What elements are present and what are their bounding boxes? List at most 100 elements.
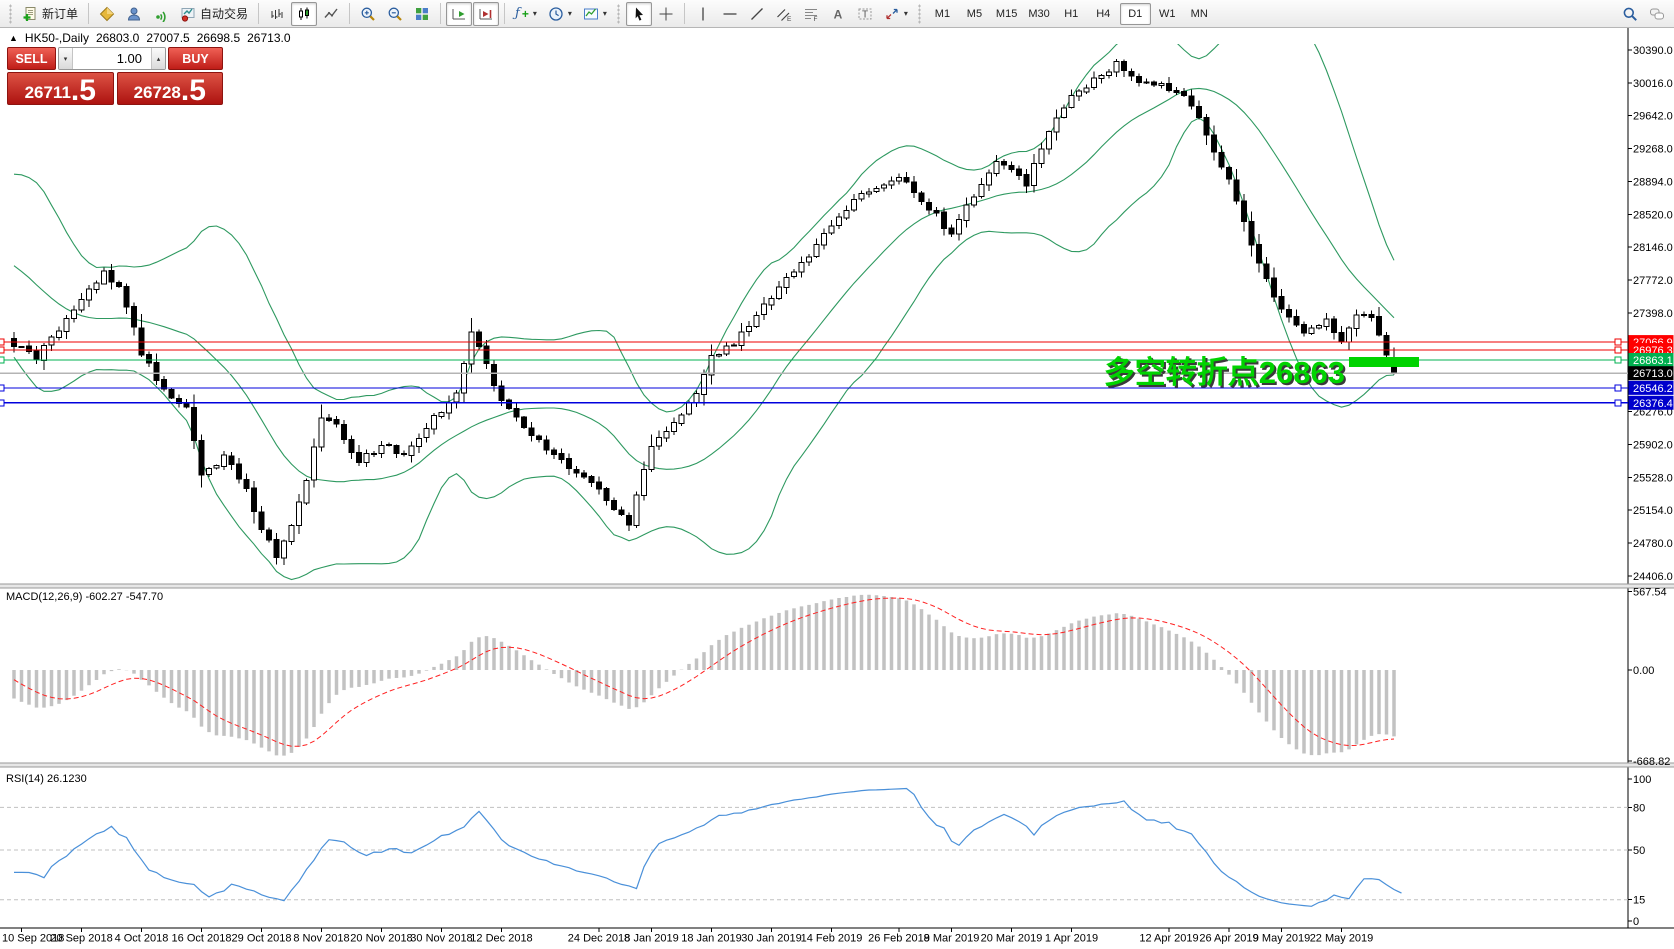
candle [866, 191, 872, 195]
candle [768, 298, 775, 306]
cursor-button[interactable] [625, 1, 652, 26]
timeframe-button-w1[interactable]: W1 [1158, 7, 1176, 20]
candle [843, 210, 850, 219]
candle [356, 451, 362, 464]
text-button[interactable]: A [825, 2, 851, 26]
volume-increase-button[interactable]: ▴ [151, 48, 165, 69]
pivot-annotation[interactable]: 多空转折点26863 [1104, 355, 1345, 390]
caret-down-icon: ▾ [903, 8, 908, 18]
price-tick-label: 24780.0 [1633, 538, 1673, 550]
timeframe-button-h4[interactable]: H4 [1096, 7, 1111, 20]
line-handle[interactable] [0, 384, 5, 392]
line-handle[interactable] [0, 399, 5, 407]
search-button[interactable] [1617, 2, 1643, 26]
sell-button[interactable]: SELL [7, 47, 56, 70]
auto-scroll-button[interactable] [446, 1, 473, 26]
line-objects[interactable] [0, 338, 1628, 407]
timeframe-button-m15[interactable]: M15 [995, 7, 1018, 20]
candle [288, 525, 295, 543]
chart-shift-button[interactable] [473, 1, 500, 26]
timeframe-button-d1[interactable]: D1 [1119, 2, 1151, 25]
candle [596, 481, 602, 490]
market-watch-button[interactable] [94, 2, 120, 26]
line-handle[interactable] [1614, 338, 1622, 346]
date-label: 8 Jan 2019 [624, 933, 678, 945]
fibonacci-button[interactable]: F [798, 2, 824, 26]
candle [881, 184, 887, 189]
community-button[interactable] [121, 2, 147, 26]
periods-button[interactable]: ▾ [543, 2, 577, 26]
cursor-icon [635, 7, 643, 21]
clock-icon [549, 6, 563, 21]
collapse-arrow-icon[interactable]: ▲ [9, 33, 18, 43]
volume-decrease-button[interactable]: ▾ [59, 48, 73, 69]
candle [1346, 327, 1352, 343]
line-handle[interactable] [1614, 384, 1622, 392]
candle [986, 172, 992, 186]
zoom-out-button[interactable] [382, 2, 408, 26]
rsi-axis-label: 0 [1633, 916, 1639, 928]
timeframe-button-m1[interactable]: M1 [934, 7, 951, 20]
candle [236, 463, 242, 480]
signals-button[interactable] [148, 2, 174, 26]
timeframe-button-m5[interactable]: M5 [966, 7, 983, 20]
toolbar-grip[interactable] [916, 3, 923, 24]
candle [641, 468, 647, 496]
line-handle[interactable] [0, 356, 5, 364]
one-click-trading-panel: SELL ▾ 1.00 ▴ BUY 26711 .5 26728 .5 [7, 47, 223, 105]
text-label-button[interactable]: T [852, 2, 878, 26]
trendline-button[interactable] [744, 2, 770, 26]
indicators-button[interactable]: ƒ + ▾ [510, 2, 542, 26]
timeframe-button-m30[interactable]: M30 [1028, 7, 1050, 20]
timeframe-button-h1[interactable]: H1 [1064, 7, 1079, 20]
volume-input[interactable]: 1.00 [116, 51, 142, 66]
candle [453, 392, 460, 403]
candle [558, 453, 565, 460]
line-chart-button[interactable] [318, 2, 344, 26]
toolbar-grip[interactable] [615, 3, 622, 24]
candle [386, 444, 392, 447]
autotrading-button[interactable]: 自动交易 [175, 2, 253, 26]
toolbar-grip[interactable] [7, 3, 13, 24]
candle [1241, 200, 1247, 223]
line-chart-icon [324, 8, 338, 18]
candle [1001, 161, 1007, 166]
line-handle[interactable] [0, 346, 5, 354]
line-handle[interactable] [1614, 356, 1622, 364]
timeframe-button-mn[interactable]: MN [1190, 7, 1208, 20]
macd-axis-label: 567.54 [1633, 587, 1667, 599]
crosshair-button[interactable] [653, 2, 679, 26]
ohlc-close: 26713.0 [247, 31, 291, 45]
candle [506, 399, 512, 410]
price-line-label-text: 26546.2 [1633, 383, 1673, 395]
tile-windows-button[interactable] [409, 2, 435, 26]
highlight-rect[interactable] [1349, 357, 1419, 367]
templates-button[interactable]: ▾ [578, 2, 612, 26]
date-label: 20 Mar 2019 [981, 933, 1043, 945]
candle [1203, 117, 1210, 136]
chat-button[interactable] [1644, 2, 1670, 26]
timeframe-group: M1 M5 M15 M30 H1 H4 D1 W1 MN [927, 2, 1215, 25]
zoom-in-button[interactable] [355, 2, 381, 26]
bid-price-panel[interactable]: 26711 .5 [7, 72, 114, 105]
line-handle[interactable] [1614, 346, 1622, 354]
date-label: 10 Sep 2018 [2, 933, 64, 945]
vertical-line-button[interactable] [690, 2, 716, 26]
line-handle[interactable] [1614, 399, 1622, 407]
bar-chart-icon [271, 8, 283, 19]
channel-button[interactable]: E [771, 2, 797, 26]
ask-price-panel[interactable]: 26728 .5 [116, 72, 223, 105]
candle [896, 176, 902, 182]
candle [911, 181, 917, 194]
buy-button[interactable]: BUY [168, 47, 223, 70]
arrows-button[interactable]: ▾ [879, 2, 913, 26]
new-order-button[interactable]: 新订单 [17, 2, 83, 26]
line-handle[interactable] [0, 338, 5, 346]
horizontal-line-button[interactable] [717, 2, 743, 26]
date-label: 26 Feb 2019 [868, 933, 930, 945]
macd-signal-line [13, 597, 1395, 747]
candlestick-button[interactable] [291, 1, 318, 26]
bar-chart-button[interactable] [264, 2, 290, 26]
candle [213, 465, 220, 469]
